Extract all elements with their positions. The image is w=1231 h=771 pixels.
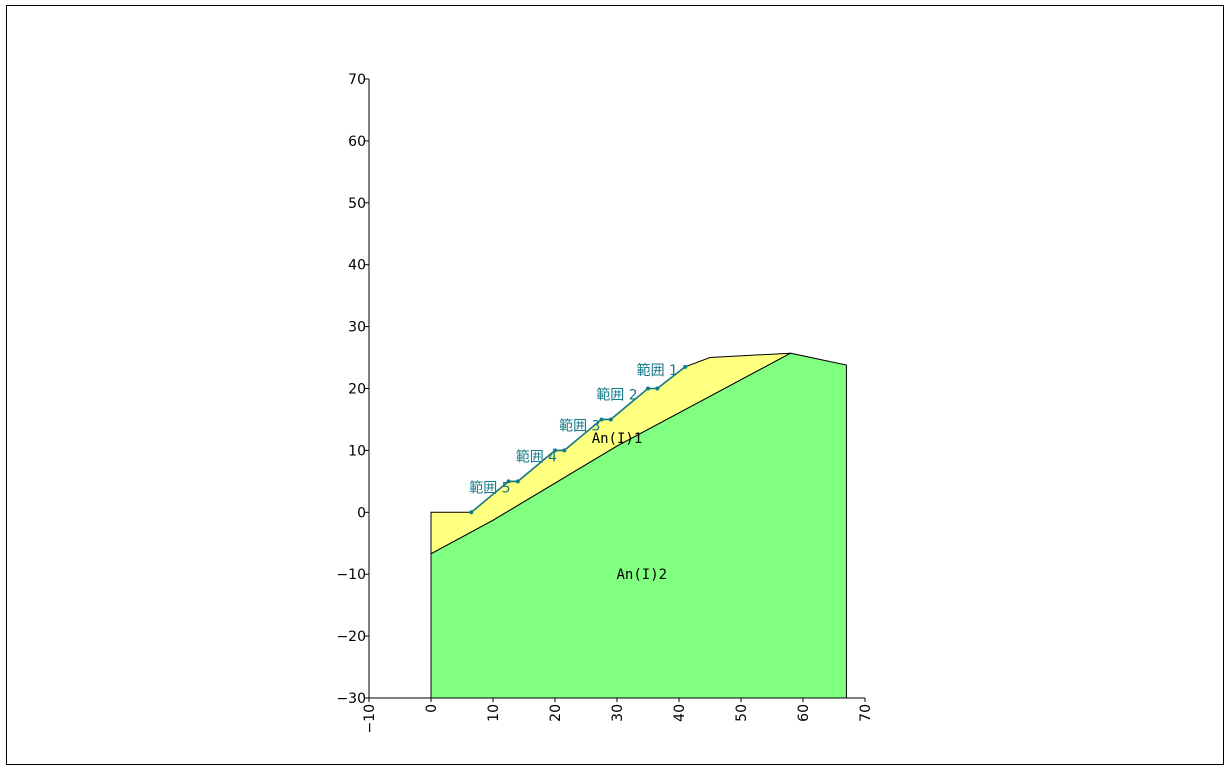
layer-label-2: An(I)2 — [617, 567, 668, 583]
y-tick-label: 30 — [348, 320, 366, 336]
x-tick-label: 60 — [796, 704, 812, 722]
range-label-2: 範囲 2 — [596, 387, 637, 404]
surface-point — [683, 364, 688, 369]
surface-point — [515, 479, 520, 484]
x-tick-label: 70 — [858, 704, 874, 722]
range-label-5: 範囲 5 — [469, 480, 510, 497]
surface-point — [655, 386, 660, 391]
x-tick-label: 20 — [548, 704, 564, 722]
surface-profile-line — [470, 366, 686, 513]
ground-surface-profile — [469, 364, 688, 515]
y-tick-label: −20 — [336, 629, 366, 645]
surface-point — [608, 417, 613, 422]
layer-label-1: An(I)1 — [592, 431, 643, 447]
y-tick-label: 40 — [348, 258, 366, 274]
range-label-4: 範囲 4 — [516, 449, 557, 466]
surface-point — [599, 417, 604, 422]
x-tick-label: 0 — [424, 704, 440, 713]
range-label-1: 範囲 1 — [637, 362, 678, 379]
y-tick-label: 70 — [348, 72, 366, 88]
x-tick-label: 30 — [610, 704, 626, 722]
y-tick-label: 50 — [348, 196, 366, 212]
slope-cross-section: −30 −20 −10 0 10 20 30 40 50 60 70 −10 0 10 20 30 40 50 60… — [336, 72, 874, 734]
diagram-frame: −30 −20 −10 0 10 20 30 40 50 60 70 −10 0 10 20 30 40 50 60… — [6, 5, 1224, 765]
x-tick-label: −10 — [362, 704, 378, 734]
axes: −30 −20 −10 0 10 20 30 40 50 60 70 −10 0 10 20 30 40 50 60… — [336, 72, 874, 734]
surface-point — [553, 448, 557, 453]
y-tick-label: −10 — [336, 567, 366, 583]
labels: 範囲 1範囲 2 範囲 3範囲 4 範囲 5 An(I)1 An(I)2 — [469, 362, 678, 583]
range-label-3: 範囲 3 — [559, 418, 600, 435]
x-tick-label: 40 — [672, 704, 688, 722]
surface-point — [469, 510, 474, 515]
surface-point — [506, 479, 511, 484]
surface-point — [562, 448, 567, 453]
soil-layers — [430, 352, 847, 699]
y-tick-label: 60 — [348, 134, 366, 150]
y-tick-label: 20 — [348, 382, 366, 398]
x-tick-label: 10 — [486, 704, 502, 722]
y-tick-label: −30 — [336, 691, 366, 707]
surface-point — [646, 386, 650, 391]
y-tick-label: 10 — [348, 443, 366, 459]
x-tick-label: 50 — [734, 704, 750, 722]
y-tick-label: 0 — [357, 505, 366, 521]
